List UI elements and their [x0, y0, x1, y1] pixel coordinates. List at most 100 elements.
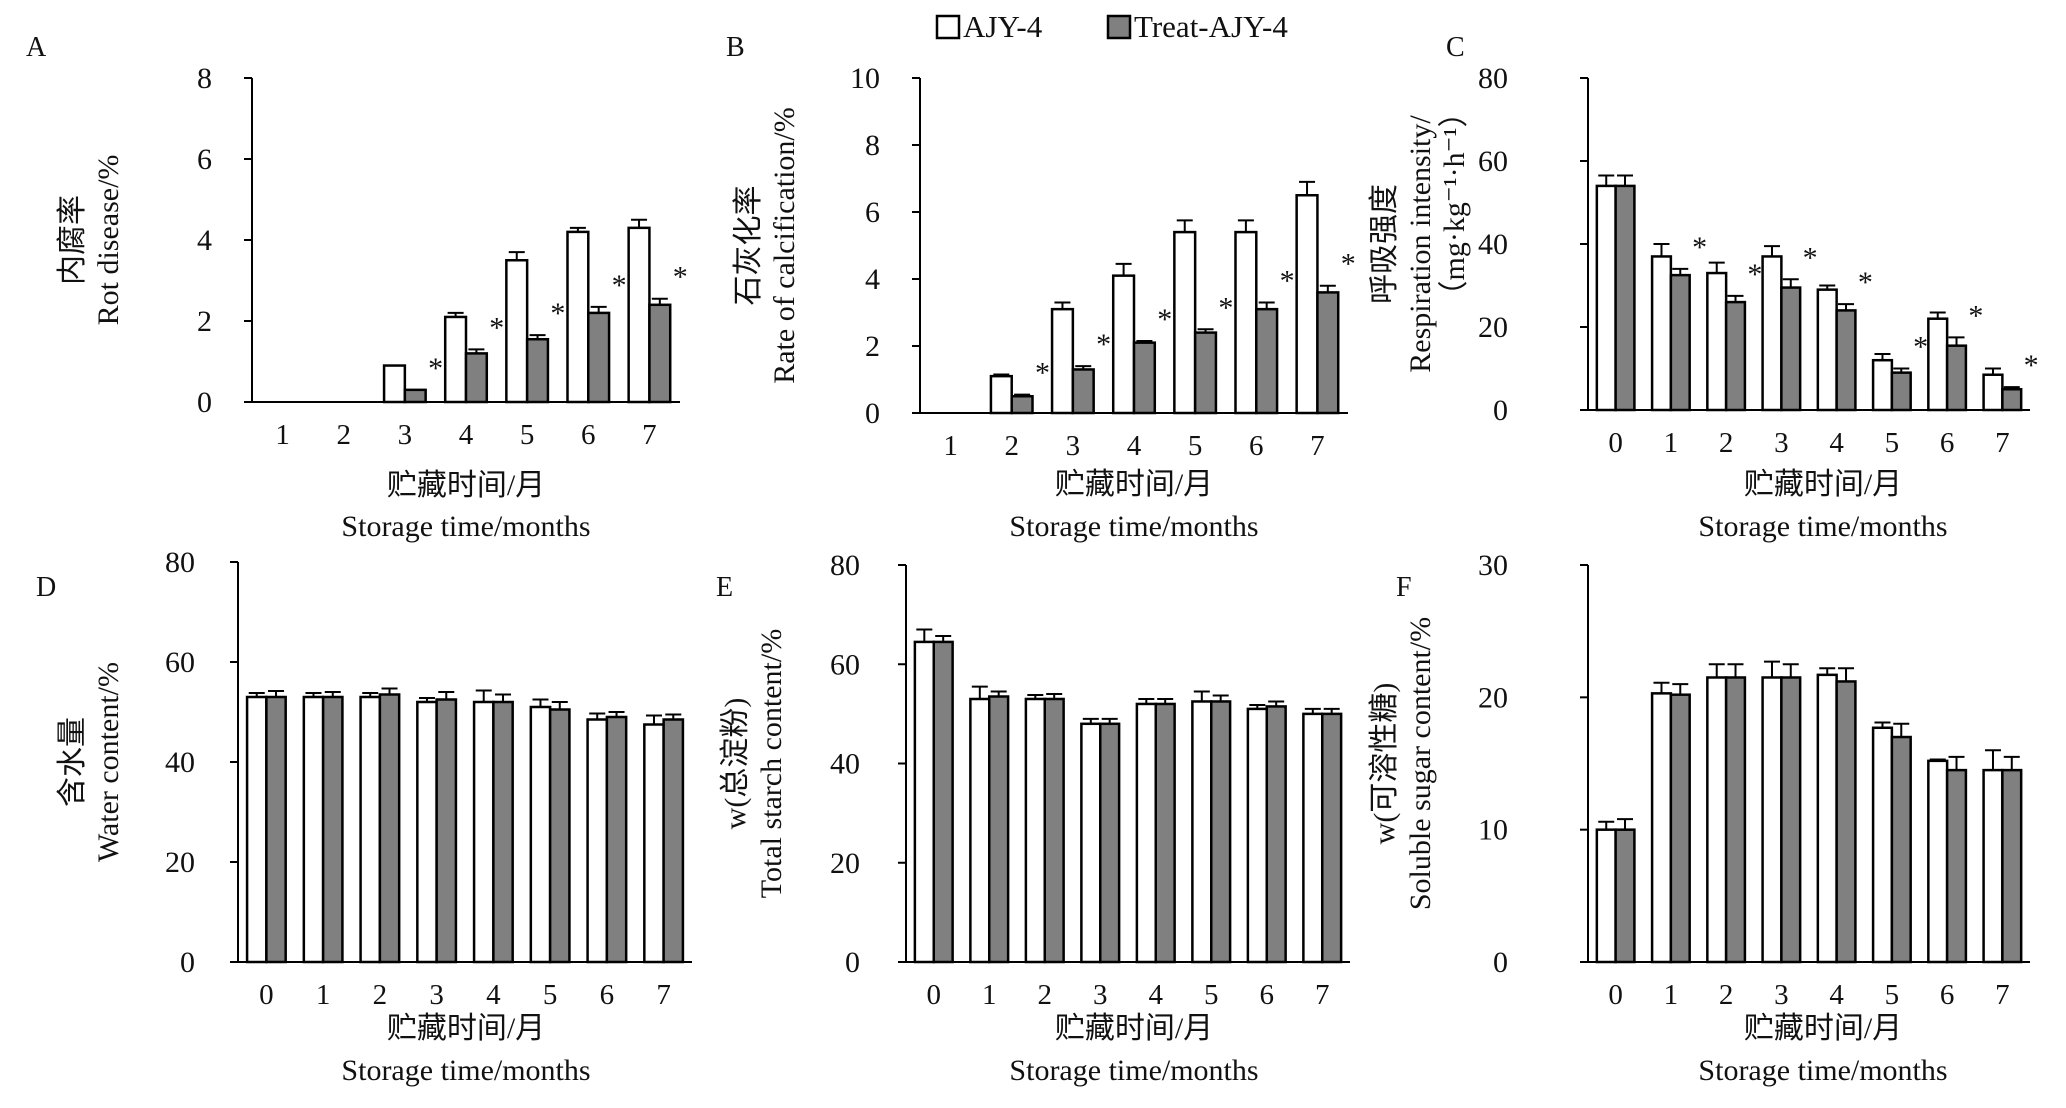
- panel-a-xtick-label: 7: [642, 419, 657, 451]
- panel-d-ylabel-en: Water content/%: [92, 662, 125, 862]
- panel-c-ytick-label: 80: [1478, 62, 1508, 95]
- panel-b-ytick-label: 4: [865, 263, 880, 296]
- panel-a-xtick-label: 2: [336, 419, 351, 451]
- panel-f-ytick-label: 10: [1478, 814, 1508, 847]
- panel-f-xtick-label: 2: [1719, 979, 1734, 1011]
- panel-b-letter: B: [726, 32, 745, 63]
- panel-e-xtick-label: 6: [1260, 979, 1275, 1011]
- panel-e-ytick-label: 0: [845, 946, 860, 979]
- panel-d-ytick-label: 80: [165, 546, 195, 579]
- panel-d-bar-treat-0: [265, 695, 287, 964]
- panel-b-bar-ajy4-6: [1234, 230, 1258, 415]
- panel-f-bar-ajy4-5: [1871, 726, 1894, 964]
- panel-c-xtick-label: 6: [1940, 427, 1955, 459]
- panel-c-ytick-label: 40: [1478, 228, 1508, 261]
- panel-c-significance-5: *: [1913, 331, 1928, 364]
- panel-c-bar-ajy4-7: [1982, 373, 2004, 412]
- panel-c-bar-ajy4-6: [1927, 317, 1949, 412]
- panel-e-xtick-label: 5: [1204, 979, 1219, 1011]
- panel-b-xlabel-cn: 贮藏时间/月: [1055, 468, 1213, 501]
- panel-f-bar-ajy4-7: [1982, 768, 2004, 964]
- panel-b-bar-treat-5: [1193, 331, 1218, 415]
- panel-f-bar-ajy4-4: [1816, 673, 1838, 964]
- panel-b-ylabel-en: Rate of calcification/%: [768, 107, 801, 384]
- panel-c-bar-ajy4-3: [1761, 255, 1783, 412]
- panel-a-ytick-label: 4: [197, 224, 212, 257]
- panel-f-xlabel-en: Storage time/months: [1698, 1054, 1947, 1087]
- panel-b-bar-ajy4-5: [1173, 230, 1197, 415]
- panel-b-significance-4: *: [1157, 303, 1172, 336]
- panel-e-xtick-label: 2: [1038, 979, 1053, 1011]
- panel-d-letter: D: [36, 572, 56, 603]
- panel-a-xtick-label: 4: [459, 419, 474, 451]
- panel-e-bar-treat-2: [1043, 697, 1065, 964]
- panel-d-xlabel-cn: 贮藏时间/月: [387, 1012, 545, 1045]
- panel-f-bar-treat-3: [1780, 676, 1802, 964]
- panel-a-significance-3: *: [428, 352, 443, 385]
- panel-d-bar-treat-1: [321, 695, 344, 964]
- panel-c-ytick-label: 0: [1493, 394, 1508, 427]
- panel-b-ytick-label: 0: [865, 397, 880, 430]
- panel-a-letter: A: [26, 32, 47, 63]
- panel-a-bar-treat-6: [587, 311, 611, 404]
- panel-b-xtick-label: 6: [1249, 430, 1264, 462]
- panel-f-ytick-label: 20: [1478, 681, 1508, 714]
- panel-e-bar-treat-1: [988, 695, 1010, 964]
- panel-d-bar-treat-4: [492, 700, 514, 964]
- panel-e-bar-ajy4-4: [1135, 702, 1158, 964]
- panel-b-bar-treat-6: [1255, 307, 1279, 415]
- panel-a-xlabel-cn: 贮藏时间/月: [387, 469, 545, 502]
- panel-e-ytick-label: 80: [830, 549, 860, 582]
- panel-e-bar-treat-6: [1265, 705, 1287, 964]
- panel-a-bar-ajy4-3: [382, 364, 407, 404]
- panel-f-xtick-label: 3: [1774, 979, 1789, 1011]
- panel-c-significance-4: *: [1858, 266, 1873, 299]
- panel-b-bar-treat-2: [1010, 395, 1034, 415]
- panel-c-significance-1: *: [1692, 231, 1707, 264]
- panel-a-ylabel-en: Rot disease/%: [92, 155, 125, 326]
- panel-e-ylabel-en: Total starch content/%: [755, 629, 788, 898]
- panel-d-ytick-label: 60: [165, 646, 195, 679]
- panel-d-bar-ajy4-0: [245, 695, 268, 964]
- panel-a-xtick-label: 3: [398, 419, 413, 451]
- panel-d-ytick-label: 20: [165, 846, 195, 879]
- panel-b-xtick-label: 2: [1004, 430, 1019, 462]
- panel-d-bar-ajy4-1: [302, 695, 325, 964]
- panel-b-bar-ajy4-3: [1050, 307, 1075, 415]
- panel-d-bar-treat-5: [548, 708, 571, 964]
- panel-f-ytick-label: 30: [1478, 549, 1508, 582]
- panel-c-bar-ajy4-0: [1595, 184, 1617, 412]
- legend-label-treat-ajy4: Treat-AJY-4: [1134, 9, 1288, 44]
- panel-c-ylabel-cn: 呼吸强度: [1368, 184, 1401, 304]
- panel-e-ytick-label: 20: [830, 847, 860, 880]
- panel-f-xlabel-cn: 贮藏时间/月: [1744, 1012, 1902, 1045]
- panel-a-bar-treat-3: [403, 388, 427, 404]
- panel-f-ylabel-cn: w(可溶性糖): [1368, 683, 1401, 845]
- panel-c-bar-treat-3: [1780, 286, 1802, 412]
- panel-a-xtick-label: 5: [520, 419, 535, 451]
- panel-f-bar-ajy4-0: [1595, 828, 1617, 964]
- panel-a: A 0 2 4 6 8 内腐率 Rot disease/% 1 2 3 * 4 * 5 * 6 * 7 * 贮藏时间/月…: [26, 32, 688, 543]
- panel-c-ylabel-en: Respiration intensity/: [1404, 115, 1437, 373]
- panel-e-letter: E: [716, 572, 733, 603]
- panel-f-bar-treat-0: [1614, 828, 1636, 964]
- panel-e-bar-treat-5: [1210, 700, 1232, 964]
- panel-f-letter: F: [1396, 572, 1412, 603]
- panel-d-bar-treat-6: [605, 715, 628, 964]
- panel-d-xtick-label: 0: [259, 979, 274, 1011]
- panel-c-ylabel-unit: （mg·kg⁻¹·h⁻¹）: [1438, 98, 1471, 311]
- panel-e-xtick-label: 0: [927, 979, 942, 1011]
- panel-e-xtick-label: 1: [982, 979, 997, 1011]
- legend: AJY-4 Treat-AJY-4: [935, 9, 1288, 44]
- panel-d-xtick-label: 4: [486, 979, 501, 1011]
- panel-a-bar-treat-7: [648, 303, 672, 404]
- panel-b-significance-2: *: [1035, 357, 1050, 390]
- panel-c-bar-treat-1: [1669, 273, 1691, 412]
- legend-label-ajy4: AJY-4: [963, 9, 1043, 44]
- panel-a-xlabel-en: Storage time/months: [341, 510, 590, 543]
- panel-b-significance-7: *: [1341, 248, 1356, 281]
- panel-f-bar-treat-1: [1669, 693, 1691, 964]
- panel-d-xlabel-en: Storage time/months: [341, 1054, 590, 1087]
- panel-a-ytick-label: 8: [197, 62, 212, 95]
- panel-b-bar-ajy4-2: [989, 374, 1013, 415]
